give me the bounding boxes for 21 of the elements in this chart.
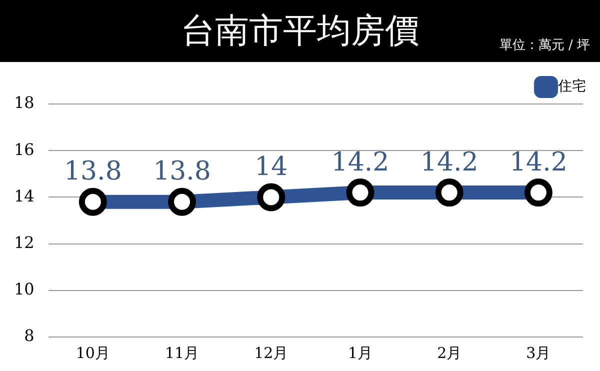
chart-subtitle: 單位：萬元 / 坪	[499, 37, 590, 54]
data-label: 14.2	[331, 147, 390, 178]
x-tick-label: 10月	[76, 344, 110, 362]
y-tick-label: 16	[14, 140, 34, 159]
chart-title: 台南市平均房價	[181, 11, 419, 51]
data-label: 14.2	[510, 147, 568, 178]
legend-label: 住宅	[557, 78, 586, 95]
x-tick-label: 3月	[526, 344, 551, 362]
x-tick-label: 12月	[254, 344, 288, 362]
y-tick-label: 8	[24, 326, 34, 346]
y-tick-label: 18	[14, 93, 34, 112]
y-tick-label: 10	[14, 280, 34, 299]
y-tick-label: 12	[14, 232, 34, 252]
data-label: 13.8	[153, 156, 211, 187]
data-label: 13.8	[64, 156, 122, 187]
x-tick-label: 11月	[164, 344, 200, 362]
x-tick-label: 1月	[348, 344, 373, 362]
y-tick-label: 14	[14, 186, 34, 206]
x-tick-label: 2月	[437, 344, 462, 362]
data-label: 14	[254, 152, 288, 182]
data-label: 14.2	[420, 147, 478, 178]
